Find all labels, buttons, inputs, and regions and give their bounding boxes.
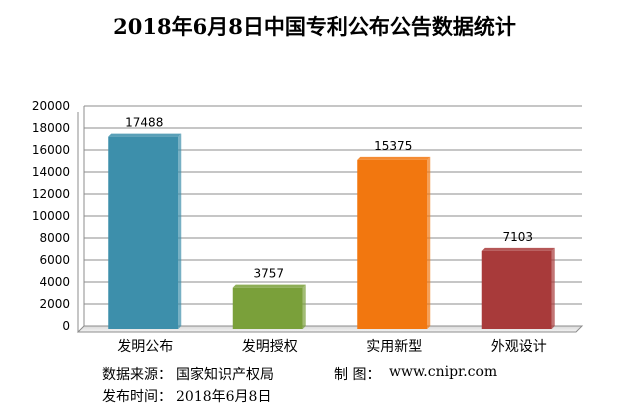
data-label: 15375 [374, 139, 412, 153]
bar-side [178, 134, 181, 329]
bar-3 [357, 157, 430, 329]
y-tick-label: 6000 [39, 253, 70, 267]
bar-side [552, 248, 555, 329]
y-tick-label: 16000 [32, 143, 70, 157]
date-label: 发布时间： [102, 386, 172, 406]
bar-top [482, 248, 555, 251]
date-value: 2018年6月8日 [176, 386, 271, 406]
data-label: 7103 [502, 230, 533, 244]
y-tick-label: 4000 [39, 275, 70, 289]
bar-top [233, 285, 306, 288]
bar-4 [482, 248, 555, 329]
y-tick-label: 14000 [32, 165, 70, 179]
y-tick-label: 8000 [39, 231, 70, 245]
data-labels: 17488 3757 15375 7103 [125, 116, 533, 281]
bar-front [357, 160, 427, 329]
bar-front [482, 251, 552, 329]
bar-front [233, 288, 303, 329]
bar-side [427, 157, 430, 329]
y-tick-label: 12000 [32, 187, 70, 201]
bar-side [303, 285, 306, 329]
source-label: 数据来源： [102, 364, 172, 384]
y-tick-label: 10000 [32, 209, 70, 223]
bar-top [357, 157, 430, 160]
x-tick-label: 外观设计 [491, 339, 547, 355]
bars [108, 134, 555, 329]
data-label: 3757 [253, 267, 284, 281]
y-tick-label: 20000 [32, 99, 70, 113]
y-tick-label: 2000 [39, 297, 70, 311]
bar-1 [108, 134, 181, 329]
producer-value: www.cnipr.com [389, 364, 497, 380]
bar-2 [233, 285, 306, 329]
producer-label: 制 图： [334, 364, 380, 384]
x-tick-label: 实用新型 [366, 339, 422, 355]
source-value: 国家知识产权局 [176, 364, 274, 384]
bar-top [108, 134, 181, 137]
x-tick-label: 发明授权 [242, 339, 298, 355]
y-tick-label: 18000 [32, 121, 70, 135]
x-tick-label: 发明公布 [117, 339, 173, 355]
bar-front [108, 137, 178, 329]
data-label: 17488 [125, 116, 163, 130]
y-tick-label: 0 [62, 319, 70, 333]
